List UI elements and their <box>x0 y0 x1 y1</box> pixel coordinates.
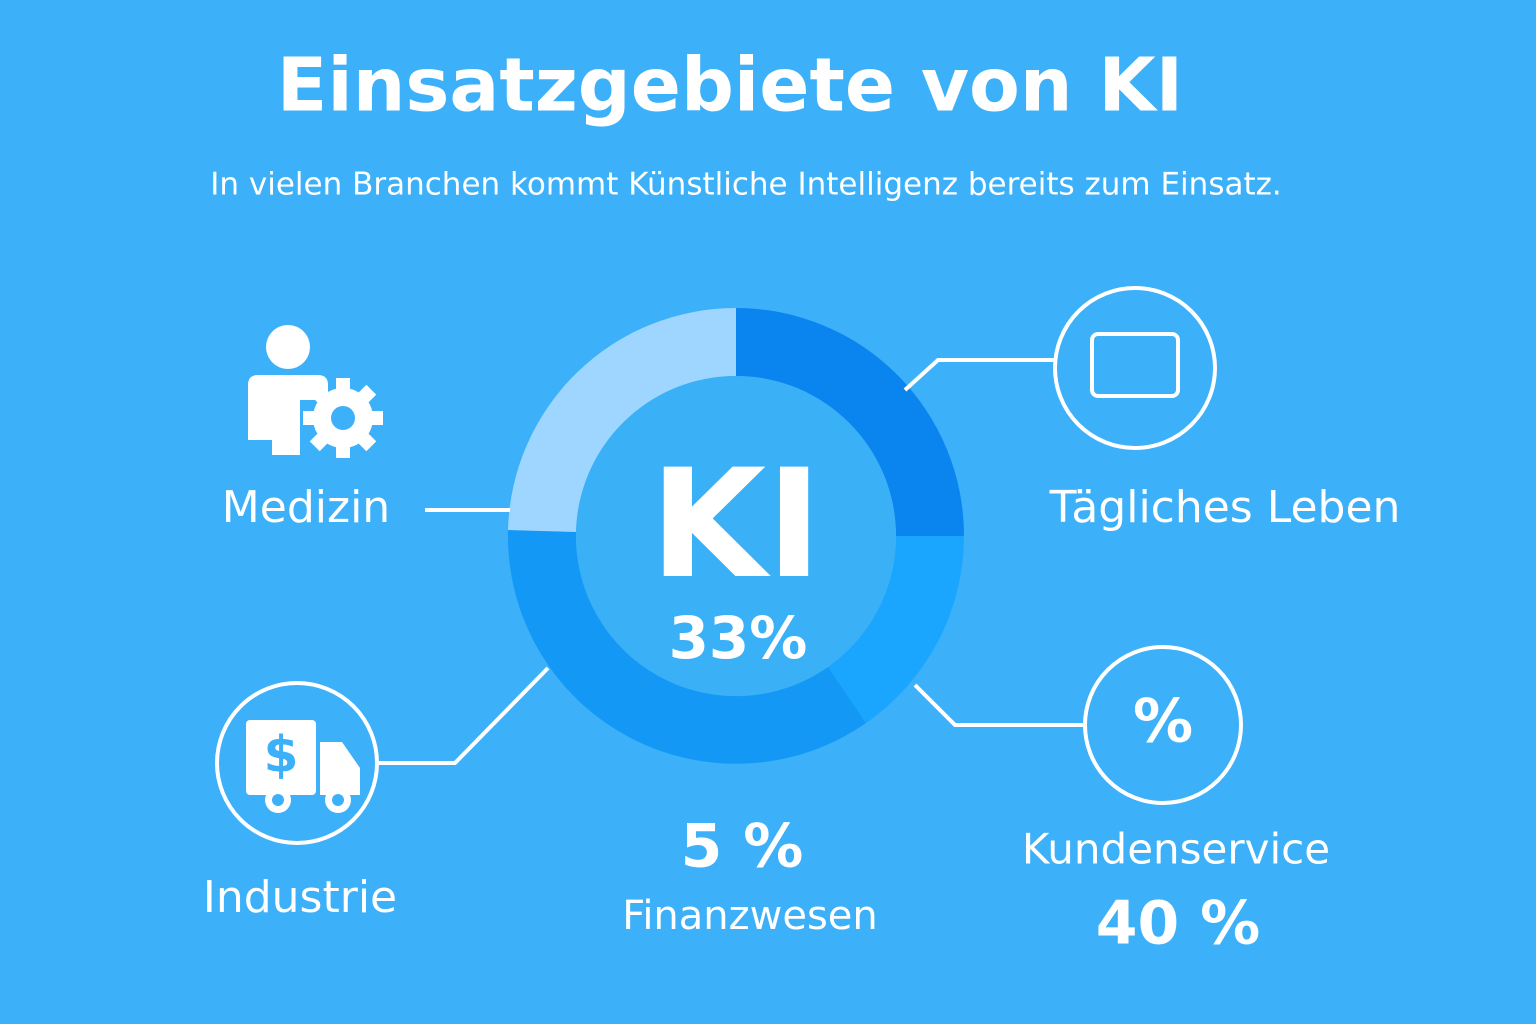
medicine-icon <box>248 325 383 458</box>
donut-segment <box>828 536 964 723</box>
area-label: Kundenservice <box>1022 825 1330 874</box>
icon-circle <box>1053 286 1217 450</box>
truck-icon <box>246 720 360 813</box>
icon-circle <box>215 681 379 845</box>
area-label: Industrie <box>203 872 397 923</box>
area-label: Medizin <box>222 482 390 533</box>
donut-hole <box>576 376 896 696</box>
percent-icon: % <box>1133 687 1193 757</box>
area-value: 40 % <box>1096 889 1261 959</box>
title: Einsatzgebiete von KI <box>277 43 1183 129</box>
donut-segment <box>507 530 866 764</box>
area-label: Finanzwesen <box>622 893 878 939</box>
area-value: 5 % <box>681 812 804 882</box>
donut <box>507 308 964 764</box>
tablet-icon <box>1090 332 1180 398</box>
connector <box>903 358 1055 392</box>
connector <box>378 666 550 765</box>
center-label: KI <box>650 438 822 612</box>
icon-circle <box>1083 645 1243 805</box>
area-label: Tägliches Leben <box>1049 482 1401 533</box>
donut-segment <box>508 308 736 532</box>
donut-segment <box>736 308 964 536</box>
dollar-icon: $ <box>264 726 299 784</box>
center-value: 33% <box>669 604 808 672</box>
subtitle: In vielen Branchen kommt Künstliche Inte… <box>210 167 1282 203</box>
connector <box>913 683 1085 727</box>
